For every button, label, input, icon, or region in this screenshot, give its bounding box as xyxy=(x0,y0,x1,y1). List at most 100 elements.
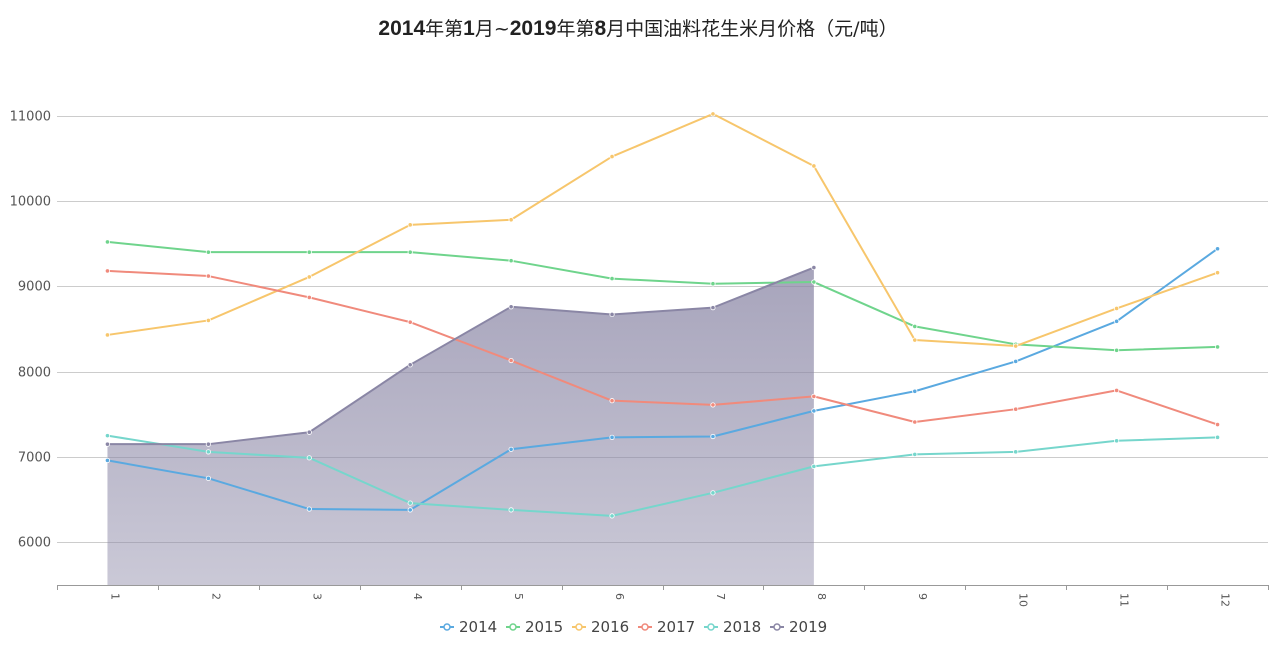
series-2017-point xyxy=(811,393,817,399)
series-2018-point xyxy=(508,507,514,513)
series-2019-point xyxy=(104,441,111,447)
series-2017-point xyxy=(912,419,918,425)
series-2018-point xyxy=(1214,434,1221,440)
title-segment: 2014 xyxy=(378,17,426,40)
y-tick-label: 6000 xyxy=(18,536,51,551)
series-2016-point xyxy=(609,153,615,160)
x-tick-label: 7 xyxy=(714,593,727,600)
series-2017-point xyxy=(1013,406,1019,412)
series-2016-point xyxy=(306,274,312,280)
series-2015-point xyxy=(508,258,514,264)
x-tick-label: 6 xyxy=(613,593,626,600)
series-2017-point xyxy=(407,319,413,325)
series-2017-point xyxy=(609,398,615,404)
series-2018-point xyxy=(1013,449,1019,455)
series-2014-point xyxy=(912,388,918,394)
series-2016-point xyxy=(104,332,111,338)
x-tick-label: 4 xyxy=(411,593,424,600)
legend-2015-label: 2015 xyxy=(525,618,563,636)
x-tick-label: 10 xyxy=(1017,593,1030,607)
series-2015-point xyxy=(811,279,817,285)
legend-2017-marker xyxy=(641,623,649,631)
series-2016-point xyxy=(1214,270,1221,276)
series-2019-point xyxy=(205,441,211,447)
series-2014-point xyxy=(104,457,111,463)
series-2014-point xyxy=(205,475,211,481)
title-segment: 8 xyxy=(594,17,607,40)
series-2014-point xyxy=(306,506,312,512)
series-2019-point xyxy=(508,304,514,310)
series-2015-point xyxy=(205,249,211,255)
y-tick-label: 9000 xyxy=(18,280,51,295)
series-2019-point xyxy=(306,429,312,435)
series-2014-point xyxy=(1114,318,1120,324)
series-2014-line xyxy=(107,247,1219,511)
series-2016-point xyxy=(1013,343,1019,349)
series-2014-point xyxy=(407,507,413,513)
series-2018-point xyxy=(306,455,312,461)
x-tick-label: 8 xyxy=(815,593,828,600)
series-2014-point xyxy=(1013,358,1019,364)
series-2017-point xyxy=(205,273,211,279)
x-tick-label: 3 xyxy=(310,593,323,600)
y-axis-ticks: 6000 7000 8000 9000 10000 11000 xyxy=(10,110,51,551)
series-2016-point xyxy=(508,217,514,223)
series-2019-point xyxy=(609,311,615,318)
series-2017-point xyxy=(1114,387,1120,394)
title-segment: 月~ xyxy=(474,18,510,40)
series-2015-point xyxy=(1114,347,1120,353)
series-2016-line xyxy=(107,112,1218,348)
y-tick-label: 10000 xyxy=(10,195,51,210)
x-tick-label: 12 xyxy=(1219,593,1232,607)
legend-2019-marker xyxy=(773,623,781,631)
series-2018-point xyxy=(205,449,211,455)
x-tick-label: 5 xyxy=(512,593,525,600)
series-2019-point xyxy=(811,264,817,271)
series-2014-point xyxy=(609,434,615,440)
x-tick-label: 11 xyxy=(1118,593,1131,607)
series-2019-point xyxy=(710,305,716,311)
series-2017-point xyxy=(104,268,111,274)
series-2019-point xyxy=(407,362,413,368)
title-segment: 月中国油料花生米月价格（元/吨） xyxy=(606,18,898,40)
y-tick-label: 7000 xyxy=(18,451,51,466)
series-2017-point xyxy=(306,294,312,300)
series-2015-point xyxy=(306,249,312,255)
legend-2014-marker xyxy=(443,623,451,631)
series-2014-point xyxy=(710,433,716,440)
legend-2019-label: 2019 xyxy=(789,618,827,636)
series-2017-point xyxy=(1214,421,1221,428)
legend-2014-label: 2014 xyxy=(459,618,497,636)
series-2018-point xyxy=(609,513,615,519)
series-2016-point xyxy=(205,317,211,324)
y-tick-label: 11000 xyxy=(10,110,51,125)
series-2015-point xyxy=(1214,344,1221,350)
series-2016-point xyxy=(1114,305,1120,312)
series-2018-point xyxy=(912,451,918,458)
series-2018-point xyxy=(104,433,111,439)
x-tick-label: 1 xyxy=(108,593,121,600)
series-2015-point xyxy=(710,281,716,287)
series-2017-point xyxy=(710,402,716,408)
series-2019-area xyxy=(107,267,814,585)
series-2018-point xyxy=(1114,438,1120,444)
series-2015-line xyxy=(107,240,1218,352)
series-2018-point xyxy=(407,500,413,506)
title-segment: 2019 xyxy=(509,17,557,40)
series-2016-point xyxy=(811,163,817,169)
title-segment: 1 xyxy=(463,17,475,40)
x-tick-label: 9 xyxy=(916,593,929,600)
legend-2016-marker xyxy=(575,623,583,631)
legend-2016-label: 2016 xyxy=(591,618,629,636)
series-2018-point xyxy=(710,490,716,496)
legend: 2014 2015 2016 2017 2018 2019 xyxy=(440,618,827,636)
series-2017-line xyxy=(107,269,1218,426)
point-layer xyxy=(104,111,1221,519)
title-segment: 年第 xyxy=(425,18,464,40)
legend-2018-marker xyxy=(707,623,715,631)
area-layer xyxy=(107,267,814,585)
series-2018-point xyxy=(811,463,817,469)
series-2017-point xyxy=(508,357,514,364)
series-2019-line xyxy=(107,266,815,446)
